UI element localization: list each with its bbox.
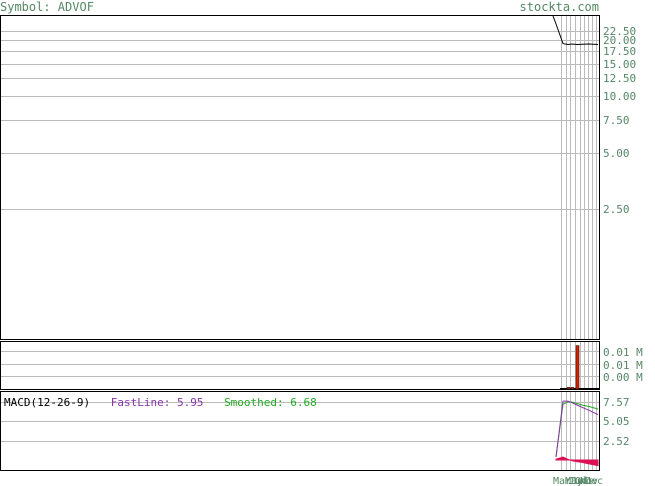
- volume-axis: 0.01 M 0.01 M 0.00 M: [603, 346, 643, 384]
- smoothed-line: [555, 401, 599, 458]
- macd-grid: [1, 402, 599, 442]
- x-tick-label: Oct: [575, 476, 593, 486]
- x-tick-label: Jun: [568, 476, 586, 486]
- macd-histogram: [555, 456, 599, 467]
- macd-panel-frame: [0, 391, 600, 471]
- price-tick-label: 22.50: [603, 25, 636, 38]
- price-axis: 22.50 20.00 17.50 15.00 12.50 10.00 7.50…: [603, 25, 636, 216]
- macd-series: [555, 400, 599, 467]
- price-panel-frame: [0, 15, 600, 340]
- x-tick-label: Mar: [553, 476, 571, 486]
- x-tick-label: May: [565, 476, 583, 486]
- volume-tick-label: 0.00 M: [603, 371, 643, 384]
- volume-bar: [575, 345, 580, 390]
- symbol-label: Symbol: ADVOF: [0, 0, 94, 14]
- macd-label: MACD(12-26-9): [4, 396, 90, 409]
- price-tick-label: 10.00: [603, 90, 636, 103]
- volume-panel-frame: [0, 341, 600, 390]
- price-tick-label: 2.50: [603, 203, 630, 216]
- volume-grid: [1, 351, 599, 377]
- price-tick-label: 12.50: [603, 72, 636, 85]
- macd-tick-label: 5.05: [603, 415, 630, 428]
- x-tick-label: Jul: [571, 476, 589, 486]
- macd-axis: 7.57 5.05 2.52: [603, 396, 630, 448]
- macd-tick-label: 7.57: [603, 396, 630, 409]
- x-tick-label: Nov: [580, 476, 598, 486]
- site-label[interactable]: stockta.com: [520, 0, 599, 14]
- price-series: [552, 15, 599, 45]
- price-tick-label: 5.00: [603, 147, 630, 160]
- volume-bars: [560, 345, 599, 390]
- volume-tick-label: 0.01 M: [603, 346, 643, 359]
- price-tick-label: 17.50: [603, 45, 636, 58]
- fastline-label: FastLine: 5.95: [111, 396, 204, 409]
- fastline-line: [555, 400, 599, 458]
- x-axis: Mar May Jun Jul Oct Nov Dec: [553, 476, 603, 486]
- volume-tick-label: 0.01 M: [603, 359, 643, 372]
- x-tick-label: Dec: [585, 476, 603, 486]
- macd-tick-label: 2.52: [603, 435, 630, 448]
- price-line: [552, 15, 599, 45]
- price-tick-label: 20.00: [603, 34, 636, 47]
- smoothed-label: Smoothed: 6.68: [224, 396, 317, 409]
- price-tick-label: 7.50: [603, 114, 630, 127]
- price-tick-label: 15.00: [603, 58, 636, 71]
- volume-bar: [566, 387, 571, 390]
- price-grid: [1, 31, 599, 210]
- macd-legend: MACD(12-26-9) FastLine: 5.95 Smoothed: 6…: [4, 396, 317, 409]
- volume-bar: [570, 387, 575, 390]
- vertical-gridlines: [561, 16, 597, 470]
